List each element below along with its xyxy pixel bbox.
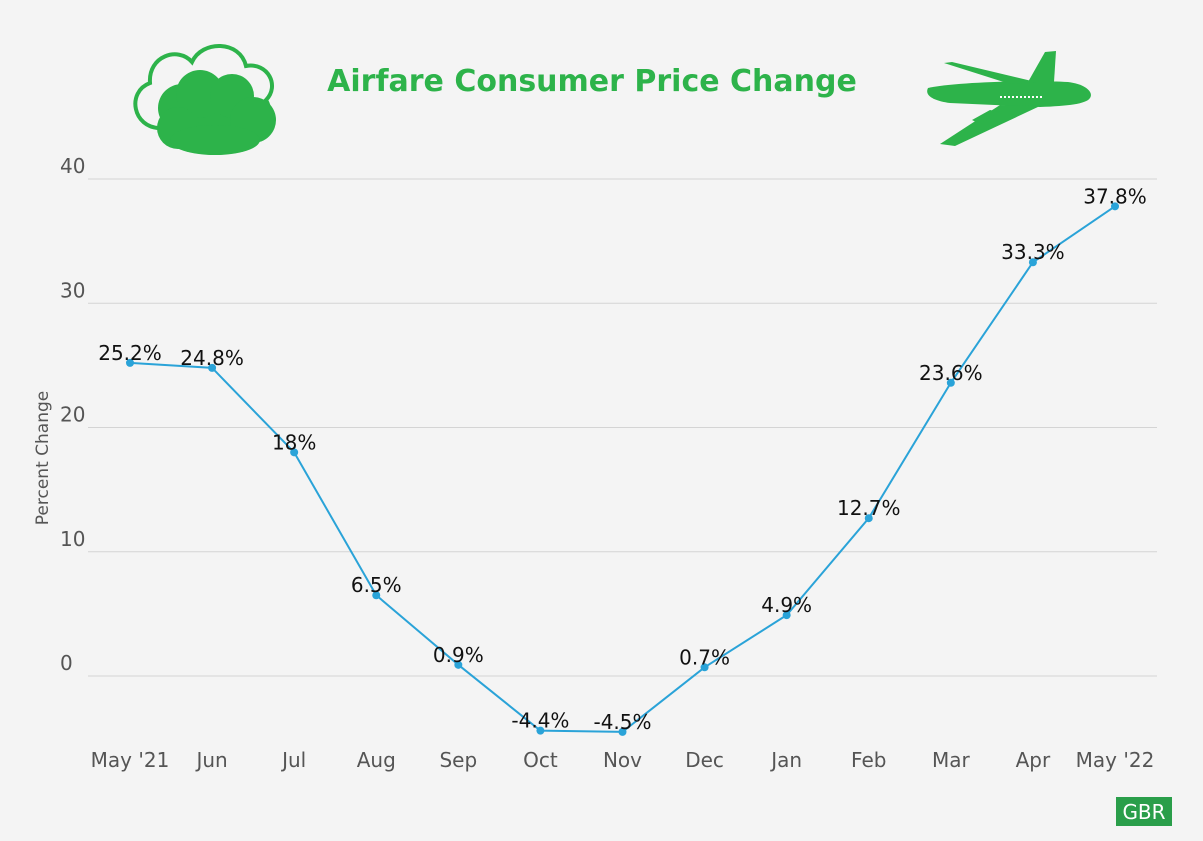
- y-axis-ticks: 0 10 20 30 40: [60, 154, 85, 675]
- data-point: [700, 663, 709, 672]
- source-badge: GBR: [1116, 797, 1172, 826]
- y-axis-label: Percent Change: [33, 391, 53, 525]
- data-label: 18%: [272, 430, 316, 454]
- series-line: [129, 205, 1116, 733]
- data-point: [454, 660, 463, 669]
- x-tick-label: Nov: [603, 748, 642, 772]
- x-tick-label: Apr: [1016, 748, 1051, 772]
- data-label: 33.3%: [1001, 240, 1065, 264]
- y-tick-label: 20: [60, 403, 85, 427]
- x-tick-label: May '21: [91, 748, 170, 772]
- y-tick-label: 40: [60, 154, 85, 178]
- y-tick-label: 0: [60, 651, 73, 675]
- x-tick-label: Feb: [851, 748, 886, 772]
- data-label: 25.2%: [98, 341, 162, 365]
- data-point: [864, 514, 873, 523]
- data-point: [290, 448, 299, 457]
- data-point: [782, 611, 791, 620]
- data-point: [946, 378, 955, 387]
- x-tick-label: Sep: [439, 748, 477, 772]
- data-label: 24.8%: [180, 346, 244, 370]
- chart-title: Airfare Consumer Price Change: [327, 64, 857, 99]
- x-tick-label: Jun: [194, 748, 227, 772]
- x-tick-label: May '22: [1076, 748, 1155, 772]
- data-point: [372, 591, 381, 600]
- data-point: [126, 358, 134, 367]
- data-label: 0.9%: [433, 643, 484, 667]
- x-tick-label: Oct: [523, 748, 558, 772]
- series-airfare: [126, 202, 1119, 736]
- data-point: [208, 363, 217, 372]
- data-label: 12.7%: [837, 496, 901, 520]
- x-tick-label: Dec: [685, 748, 724, 772]
- data-point: [536, 726, 545, 735]
- cloud-icon: [133, 44, 276, 155]
- data-point: [1028, 258, 1037, 267]
- x-tick-label: Jan: [769, 748, 802, 772]
- data-label: -4.4%: [511, 709, 569, 733]
- data-point: [1111, 202, 1119, 211]
- data-label: -4.5%: [593, 710, 651, 734]
- y-tick-label: 30: [60, 278, 85, 302]
- data-label: 37.8%: [1083, 184, 1147, 208]
- source-badge-text: GBR: [1122, 800, 1165, 824]
- x-axis-ticks: May '21 Jun Jul Aug Sep Oct Nov Dec Jan Feb Mar Apr…: [91, 748, 1155, 772]
- data-labels: 25.2% 24.8% 18% 6.5% 0.9% -4.4% -4.5% 0.7% 4.9% 1…: [98, 184, 1147, 734]
- data-label: 0.7%: [679, 645, 730, 669]
- x-tick-label: Mar: [932, 748, 971, 772]
- x-tick-label: Jul: [280, 748, 306, 772]
- gridlines: [88, 178, 1157, 677]
- data-point: [618, 727, 627, 736]
- x-tick-label: Aug: [357, 748, 396, 772]
- data-label: 6.5%: [351, 573, 402, 597]
- y-tick-label: 10: [60, 527, 85, 551]
- airplane-icon: [927, 51, 1091, 146]
- data-label: 4.9%: [761, 593, 812, 617]
- data-label: 23.6%: [919, 361, 983, 385]
